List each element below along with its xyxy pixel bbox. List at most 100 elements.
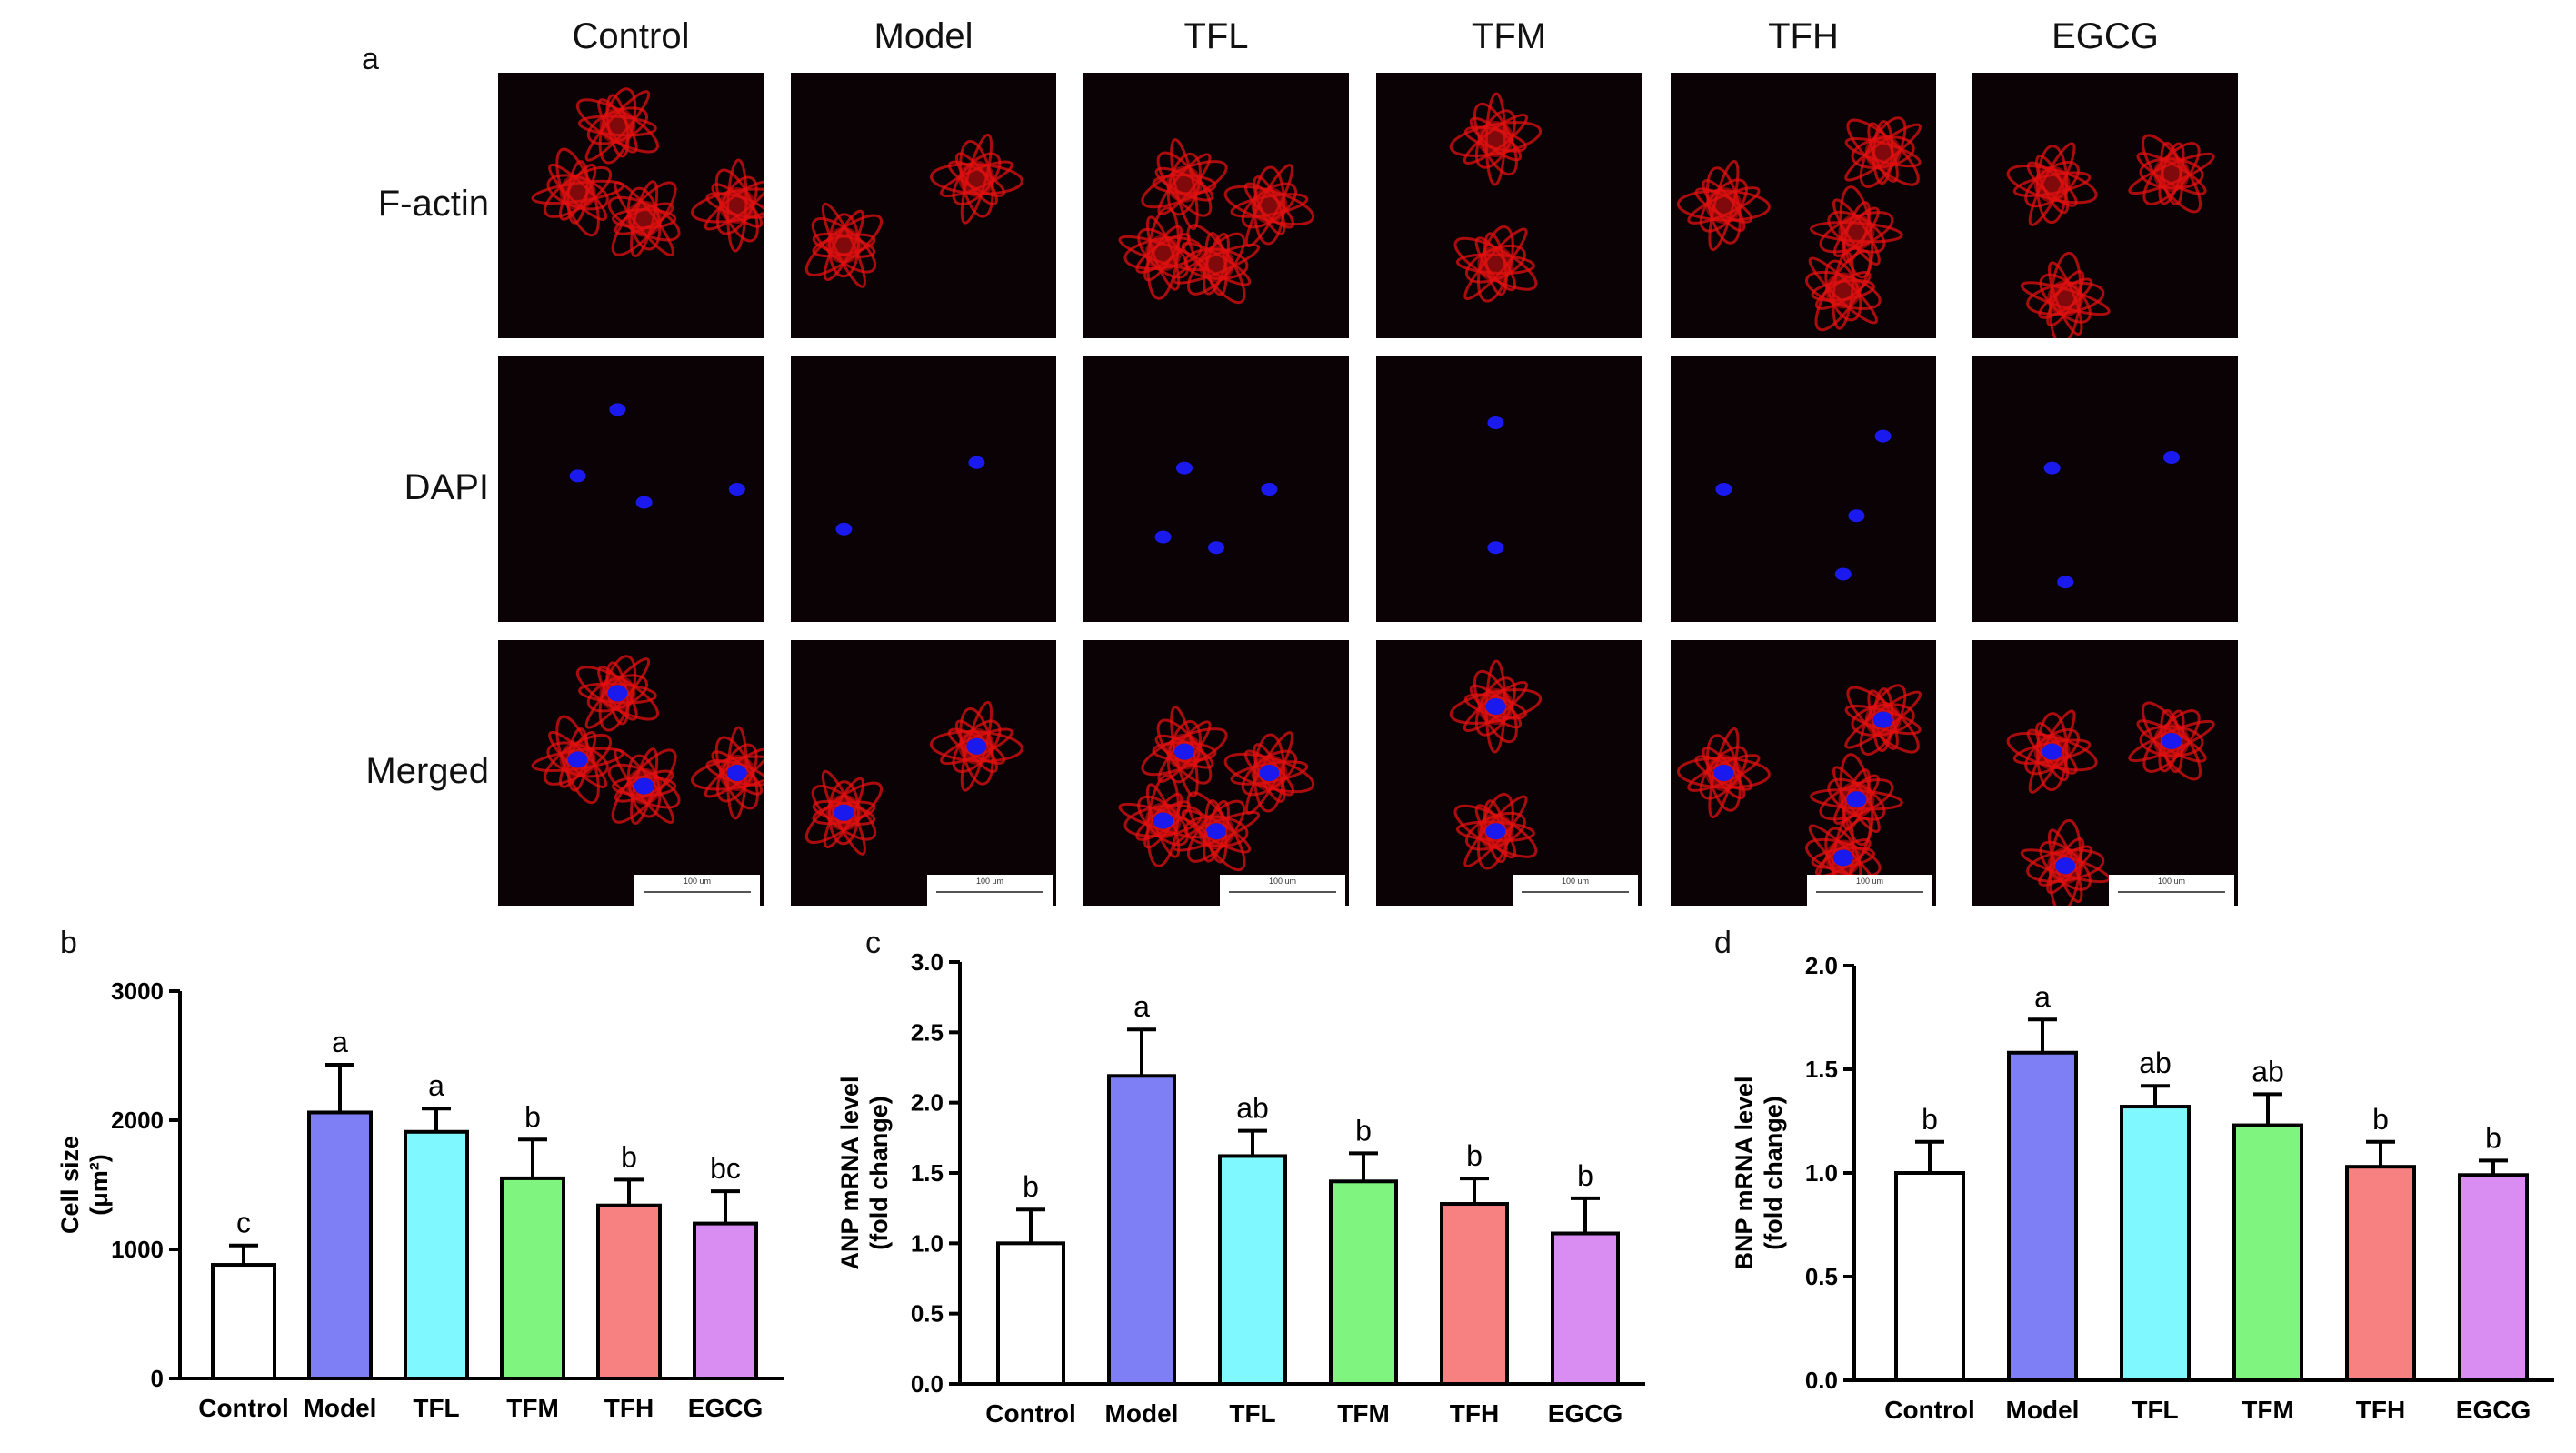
column-header-egcg: EGCG (2052, 16, 2159, 56)
column-header-tfh: TFH (1768, 16, 1839, 56)
y-tick-label: 3000 (111, 977, 164, 1005)
bar-control (1894, 1171, 1965, 1382)
micrograph-dapi-tfl (1083, 356, 1349, 622)
y-tick-label: 2.0 (1805, 952, 1838, 979)
significance-label-control: b (1023, 1170, 1039, 1203)
y-tick-label: 0.0 (1805, 1367, 1838, 1394)
bar-control (211, 1263, 276, 1381)
x-tick-label-tfl: TFL (413, 1394, 459, 1422)
micrograph-f-actin-tfh (1671, 73, 1936, 338)
significance-label-tfh: b (621, 1140, 637, 1173)
y-tick-label: 1.5 (911, 1159, 944, 1187)
y-tick-label: 0.0 (911, 1370, 944, 1398)
bar-egcg (693, 1221, 758, 1380)
row-label-dapi: DAPI (404, 467, 489, 507)
row-label-merged: Merged (365, 751, 489, 791)
micrograph-merged-egcg: 100 um (1972, 640, 2238, 906)
bar-model (307, 1110, 373, 1380)
bar-tfm (500, 1176, 565, 1380)
x-tick-label-control: Control (985, 1399, 1076, 1428)
x-tick-label-tfh: TFH (1450, 1399, 1499, 1428)
scale-bar-line (644, 891, 751, 893)
significance-label-tfm: b (1355, 1114, 1372, 1147)
y-axis-unit-label: (fold change) (1760, 1096, 1787, 1250)
bar-egcg (1551, 1231, 1620, 1386)
micrograph-dapi-model (791, 356, 1056, 622)
cell-size-bar-chart: 0 1000 2000 3000 Cell size (μm²) c Control a Mode… (56, 977, 784, 1422)
y-axis-label: Cell size (56, 1136, 84, 1234)
bar-tfh (596, 1203, 662, 1380)
scale-bar-label: 100 um (683, 877, 712, 886)
column-header-tfm: TFM (1471, 16, 1547, 56)
scale-bar-label: 100 um (1855, 877, 1884, 886)
significance-label-control: c (236, 1207, 251, 1239)
column-header-tfl: TFL (1183, 16, 1249, 56)
significance-label-egcg: b (2485, 1121, 2501, 1154)
x-tick-label-tfl: TFL (2132, 1396, 2178, 1424)
micrograph-dapi-egcg (1972, 356, 2238, 622)
scale-bar-line (1816, 891, 1923, 893)
anp-mrna-bar-chart: 0.0 0.5 1.0 1.5 2.0 2.5 3.0 ANP mRNA level (fold… (836, 948, 1645, 1428)
significance-label-control: b (1922, 1103, 1938, 1136)
bar-tfm (2232, 1123, 2303, 1382)
scale-bar: 100 um (1807, 875, 1932, 906)
micrograph-f-actin-tfm (1376, 73, 1642, 338)
x-tick-label-tfh: TFH (2356, 1396, 2405, 1424)
x-tick-label-control: Control (198, 1394, 289, 1422)
y-tick-label: 2.0 (911, 1089, 944, 1117)
significance-label-egcg: bc (710, 1152, 741, 1185)
x-tick-label-egcg: EGCG (1548, 1399, 1622, 1428)
panel-letter-a: a (362, 42, 379, 76)
y-tick-label: 0.5 (911, 1300, 944, 1328)
significance-label-tfl: a (428, 1069, 444, 1102)
bnp-mrna-bar-chart: 0.0 0.5 1.0 1.5 2.0 BNP mRNA level (fold chang… (1731, 952, 2554, 1424)
x-tick-label-egcg: EGCG (2456, 1396, 2531, 1424)
micrograph-dapi-tfm (1376, 356, 1642, 622)
scale-bar-line (1229, 891, 1336, 893)
x-tick-label-model: Model (1105, 1399, 1179, 1428)
significance-label-model: a (1133, 990, 1150, 1023)
micrograph-merged-tfm: 100 um (1376, 640, 1642, 906)
y-tick-label: 1.0 (911, 1229, 944, 1257)
bar-tfl (2120, 1105, 2191, 1382)
micrograph-f-actin-model (791, 73, 1056, 338)
significance-label-egcg: b (1577, 1159, 1593, 1192)
bar-model (2007, 1050, 2078, 1382)
significance-label-tfl: ab (2139, 1047, 2172, 1079)
x-tick-label-egcg: EGCG (688, 1394, 763, 1422)
y-axis-label: ANP mRNA level (836, 1076, 864, 1269)
scale-bar-label: 100 um (2157, 877, 2186, 886)
bar-tfm (1329, 1179, 1398, 1386)
bar-tfh (2345, 1165, 2416, 1382)
significance-label-tfh: b (1466, 1139, 1483, 1172)
y-tick-label: 1.0 (1805, 1159, 1838, 1187)
significance-label-tfh: b (2372, 1103, 2389, 1136)
micrograph-f-actin-egcg (1972, 73, 2238, 338)
significance-label-tfl: ab (1236, 1092, 1269, 1125)
y-tick-label: 2000 (111, 1107, 164, 1134)
panel-letter-b: b (60, 926, 77, 960)
scale-bar-label: 100 um (1268, 877, 1297, 886)
x-tick-label-tfl: TFL (1229, 1399, 1275, 1428)
x-tick-label-tfh: TFH (604, 1394, 654, 1422)
x-tick-label-tfm: TFM (506, 1394, 559, 1422)
panel-letter-c: c (865, 926, 881, 960)
row-label-f-actin: F-actin (377, 184, 489, 224)
y-axis-unit-label: (μm²) (85, 1154, 113, 1216)
x-tick-label-tfm: TFM (2242, 1396, 2294, 1424)
bar-control (996, 1241, 1065, 1387)
bar-egcg (2458, 1173, 2529, 1382)
panel-letter-d: d (1714, 926, 1732, 960)
scale-bar: 100 um (927, 875, 1053, 906)
column-header-model: Model (874, 16, 973, 56)
significance-label-model: a (332, 1026, 348, 1058)
x-tick-label-model: Model (2006, 1396, 2080, 1424)
y-tick-label: 1000 (111, 1236, 164, 1263)
micrograph-f-actin-control (498, 73, 764, 338)
y-axis-label: BNP mRNA level (1731, 1076, 1758, 1269)
significance-label-tfm: b (524, 1100, 541, 1133)
scale-bar: 100 um (2109, 875, 2234, 906)
micrograph-merged-model: 100 um (791, 640, 1056, 906)
micrograph-dapi-tfh (1671, 356, 1936, 622)
bar-tfl (404, 1129, 469, 1380)
